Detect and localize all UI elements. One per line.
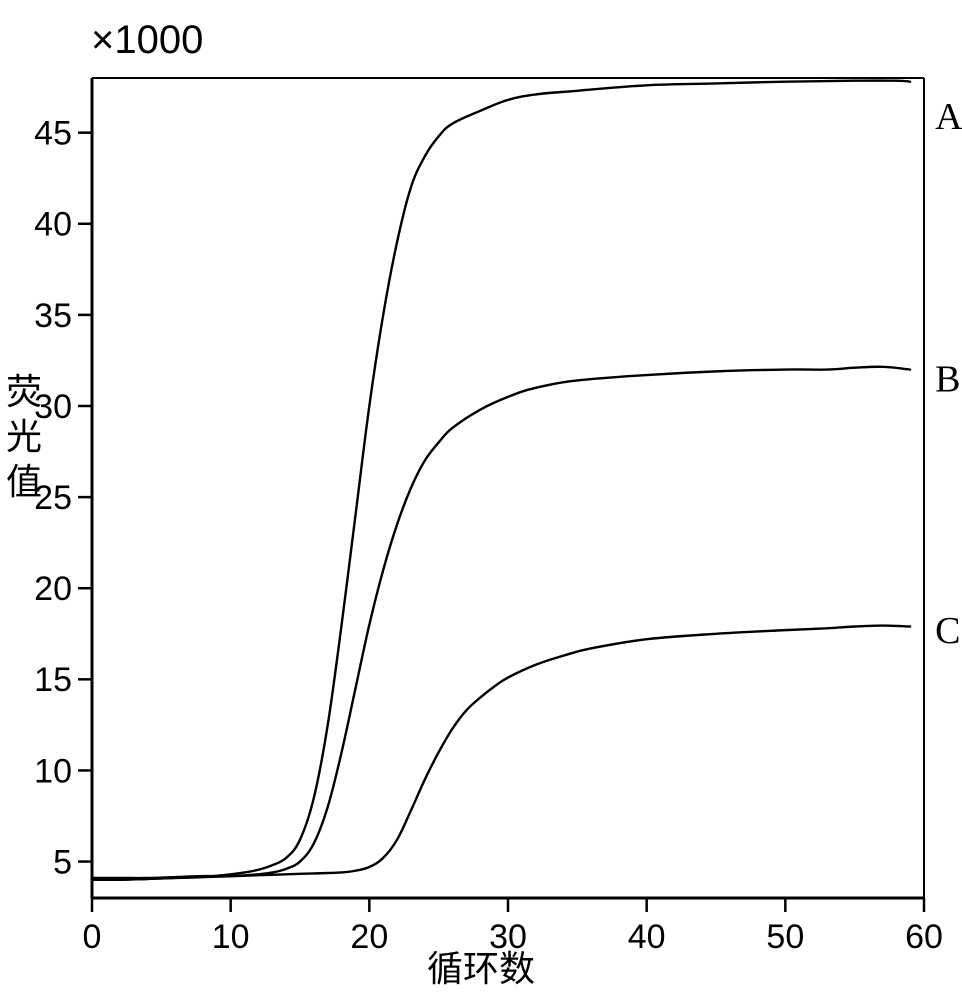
series-label-A: A: [935, 96, 962, 138]
y-axis-label: 荧光值: [5, 370, 45, 505]
y-tick-label: 45: [34, 115, 72, 153]
chart-container: ×1000 荧光值 循环数 51015202530354045010203040…: [0, 0, 962, 1000]
amplification-chart: 510152025303540450102030405060ABC: [0, 0, 962, 1000]
y-scale-note: ×1000: [91, 18, 203, 63]
y-tick-label: 5: [53, 843, 72, 881]
series-label-B: B: [935, 358, 960, 400]
y-tick-label: 20: [34, 570, 72, 608]
series-label-C: C: [935, 610, 960, 652]
series-A: [92, 81, 910, 880]
x-axis-label: 循环数: [0, 940, 962, 992]
y-tick-label: 15: [34, 661, 72, 699]
y-tick-label: 40: [34, 206, 72, 244]
y-tick-label: 10: [34, 752, 72, 790]
series-B: [92, 367, 910, 880]
y-tick-label: 35: [34, 297, 72, 335]
series-C: [92, 626, 910, 878]
